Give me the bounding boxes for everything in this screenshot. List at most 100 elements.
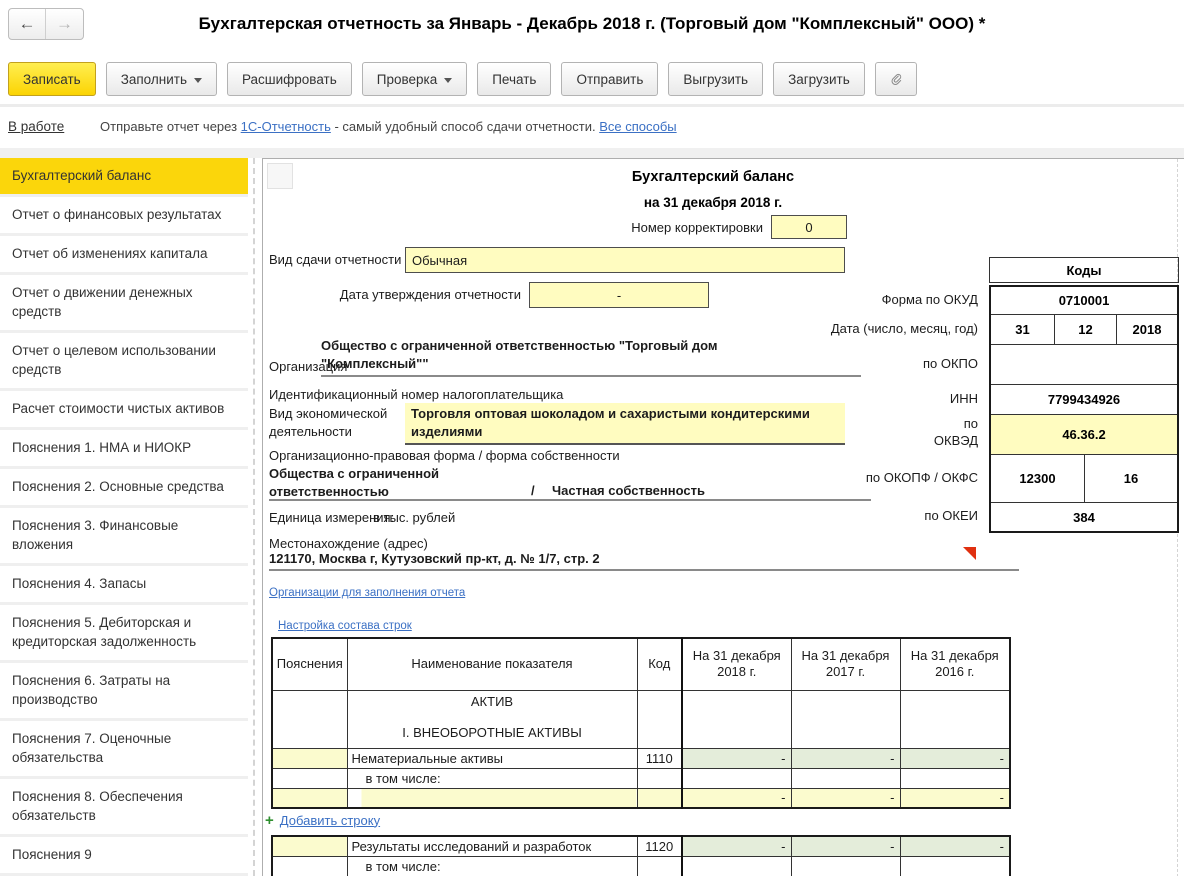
inn-label: ИНН (949, 391, 978, 406)
status-bar: В работе Отправьте отчет через 1С-Отчетн… (0, 107, 1184, 148)
value-cell-2016[interactable]: - (899, 747, 1011, 769)
section-group: АКТИВ (470, 693, 514, 709)
code-cell (636, 855, 683, 876)
sidebar-item-cash-flow[interactable]: Отчет о движении денежных средств (0, 275, 248, 333)
codes-table: 0710001 31 12 2018 7799434926 46.36.2 12… (989, 285, 1179, 533)
value-cell-2017 (790, 855, 901, 876)
sidebar-item-notes-7[interactable]: Пояснения 7. Оценочные обязательства (0, 721, 248, 779)
correction-number-input[interactable]: 0 (771, 215, 847, 239)
state-link[interactable]: В работе (8, 119, 65, 134)
rows-setup-link[interactable]: Настройка состава строк (278, 620, 412, 632)
export-button[interactable]: Выгрузить (668, 62, 764, 96)
sidebar-item-notes-3[interactable]: Пояснения 3. Финансовые вложения (0, 508, 248, 566)
page-title: Бухгалтерская отчетность за Январь - Дек… (198, 14, 986, 33)
report-type-label: Вид сдачи отчетности (269, 252, 402, 267)
divider (0, 104, 1184, 107)
address-field[interactable]: 121170, Москва г, Кутузовский пр-кт, д. … (269, 551, 1019, 571)
1c-reporting-link[interactable]: 1С-Отчетность (240, 119, 331, 134)
sidebar-item-notes-9[interactable]: Пояснения 9 (0, 837, 248, 876)
activity-field[interactable]: Торговля оптовая шоколадом и сахаристыми… (405, 403, 845, 445)
legal-form-label: Организационно-правовая форма / форма со… (269, 448, 620, 463)
correction-number-value: 0 (805, 219, 813, 235)
sidebar-item-target-use[interactable]: Отчет о целевом использовании средств (0, 333, 248, 391)
send-button[interactable]: Отправить (561, 62, 659, 96)
sidebar-item-net-assets[interactable]: Расчет стоимости чистых активов (0, 391, 248, 430)
value-cell-2017[interactable]: - (790, 835, 901, 857)
okved-cell[interactable]: 46.36.2 (991, 415, 1177, 455)
sidebar-item-equity-changes[interactable]: Отчет об изменениях капитала (0, 236, 248, 275)
value-cell-2018[interactable]: - (681, 787, 792, 809)
add-row-link[interactable]: Добавить строку (279, 812, 381, 828)
organization-value: Общество с ограниченной ответственностью… (321, 338, 718, 371)
date-cells: 31 12 2018 (991, 315, 1177, 345)
value-cell-2016 (899, 855, 1011, 876)
code-cell: 1110 (636, 747, 683, 769)
decode-button[interactable]: Расшифровать (226, 62, 352, 96)
status-message-middle: - самый удобный способ сдачи отчетности. (330, 119, 600, 134)
value-cell-2016[interactable]: - (899, 835, 1011, 857)
value-cell-2016 (899, 767, 1011, 789)
notes-cell[interactable] (271, 835, 348, 857)
back-button[interactable]: ← (9, 9, 46, 39)
value-cell-2017[interactable]: - (790, 787, 901, 809)
value-cell-2018[interactable]: - (681, 835, 792, 857)
organization-label: Организация (269, 359, 348, 374)
notes-cell[interactable] (271, 787, 348, 809)
codes-header: Коды (989, 257, 1179, 283)
toolbar: Записать Заполнить Расшифровать Проверка… (8, 62, 917, 96)
okopf-okfs-label: по ОКОПФ / ОКФС (865, 470, 978, 485)
sidebar-item-notes-4[interactable]: Пояснения 4. Запасы (0, 566, 248, 605)
organization-field[interactable]: Общество с ограниченной ответственностью… (321, 337, 861, 377)
table-row: в том числе: (271, 767, 1011, 789)
fill-button[interactable]: Заполнить (105, 62, 217, 96)
notes-cell[interactable] (271, 747, 348, 769)
approval-date-label: Дата утверждения отчетности (339, 287, 521, 302)
date-label: Дата (число, месяц, год) (830, 321, 978, 336)
sidebar-splitter[interactable] (253, 158, 255, 876)
inn-row-label: Идентификационный номер налогоплательщик… (269, 387, 564, 402)
report-sections-sidebar: Бухгалтерский баланс Отчет о финансовых … (0, 158, 248, 876)
form-corner-handle[interactable] (267, 163, 293, 189)
indicator-cell: Результаты исследований и разработок (346, 835, 638, 857)
col-header-2017: На 31 декабря 2017 г. (790, 637, 901, 691)
check-button-label: Проверка (376, 71, 438, 87)
sidebar-item-notes-1[interactable]: Пояснения 1. НМА и НИОКР (0, 430, 248, 469)
value-cell-2017[interactable]: - (790, 747, 901, 769)
okfs-cell: 16 (1084, 455, 1177, 502)
approval-date-input[interactable]: - (529, 282, 709, 308)
sidebar-item-financial-results[interactable]: Отчет о финансовых результатах (0, 197, 248, 236)
status-message: Отправьте отчет через 1С-Отчетность - са… (100, 119, 677, 134)
attachments-button[interactable] (874, 62, 917, 96)
section-cell: АКТИВ I. ВНЕОБОРОТНЫЕ АКТИВЫ (346, 689, 638, 749)
all-ways-link[interactable]: Все способы (599, 119, 677, 134)
forward-button[interactable]: → (46, 9, 83, 39)
notes-cell (271, 689, 348, 749)
print-button[interactable]: Печать (477, 62, 552, 96)
add-row-band: + Добавить строку (265, 809, 380, 831)
col-header-2018: На 31 декабря 2018 г. (681, 637, 792, 691)
value-cell-2018 (681, 767, 792, 789)
sidebar-item-notes-5[interactable]: Пояснения 5. Дебиторская и кредиторская … (0, 605, 248, 663)
indicator-cell: в том числе: (346, 767, 638, 789)
code-cell[interactable] (636, 787, 683, 809)
value-cell-2018[interactable]: - (681, 747, 792, 769)
orgs-for-report-link[interactable]: Организации для заполнения отчета (269, 587, 466, 599)
code-cell (636, 689, 683, 749)
check-button[interactable]: Проверка (361, 62, 468, 96)
import-button[interactable]: Загрузить (773, 62, 865, 96)
sidebar-item-notes-2[interactable]: Пояснения 2. Основные средства (0, 469, 248, 508)
notes-cell (271, 767, 348, 789)
legal-form-field[interactable]: Общества с ограниченной ответственностью… (269, 463, 871, 501)
sidebar-item-notes-6[interactable]: Пояснения 6. Затраты на производство (0, 663, 248, 721)
indicator-cell[interactable] (346, 787, 638, 809)
back-arrow-icon: ← (18, 14, 36, 33)
table-row: Результаты исследований и разработок 112… (271, 835, 1011, 857)
value-cell-2016[interactable]: - (899, 787, 1011, 809)
address-label: Местонахождение (адрес) (269, 536, 428, 551)
sidebar-item-balance-sheet[interactable]: Бухгалтерский баланс (0, 158, 248, 197)
date-month-cell: 12 (1054, 315, 1116, 344)
save-button[interactable]: Записать (8, 62, 96, 96)
report-type-input[interactable]: Обычная (405, 247, 845, 273)
unit-label: Единица измерения: (269, 510, 395, 525)
sidebar-item-notes-8[interactable]: Пояснения 8. Обеспечения обязательств (0, 779, 248, 837)
